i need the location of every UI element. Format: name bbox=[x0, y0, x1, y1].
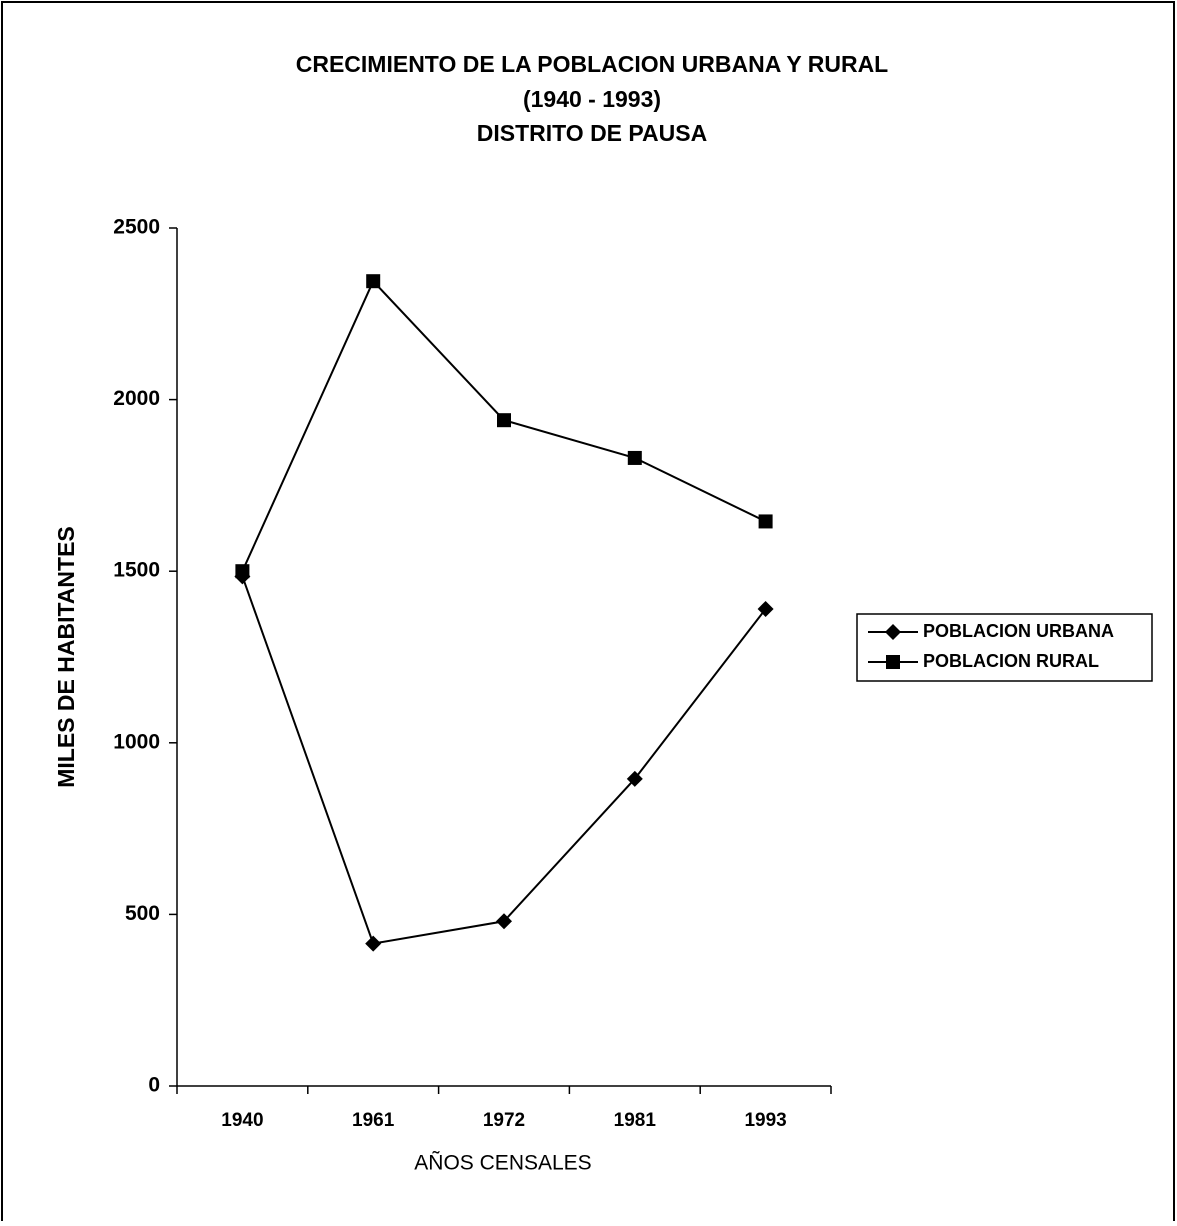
x-tick-label: 1972 bbox=[483, 1110, 525, 1131]
x-tick-label: 1981 bbox=[614, 1110, 657, 1131]
marker bbox=[757, 600, 774, 617]
marker bbox=[758, 514, 773, 529]
x-axis-label: AÑOS CENSALES bbox=[414, 1151, 591, 1175]
series-line bbox=[241, 576, 767, 945]
chart-subtitle: (1940 - 1993) bbox=[523, 86, 661, 112]
y-tick-label: 1500 bbox=[113, 559, 160, 582]
marker bbox=[365, 935, 382, 952]
y-tick-label: 1000 bbox=[113, 730, 160, 753]
y-tick-label: 500 bbox=[125, 902, 160, 925]
legend-marker bbox=[885, 624, 901, 640]
x-tick-label: 1961 bbox=[352, 1110, 395, 1131]
x-tick-label: 1993 bbox=[744, 1110, 786, 1131]
marker bbox=[366, 274, 381, 289]
y-axis-label: MILES DE HABITANTES bbox=[53, 526, 79, 788]
legend-marker bbox=[886, 655, 900, 669]
chart-title: CRECIMIENTO DE LA POBLACION URBANA Y RUR… bbox=[296, 51, 889, 77]
chart-subtitle: DISTRITO DE PAUSA bbox=[477, 120, 707, 146]
x-tick-label: 1940 bbox=[221, 1110, 263, 1131]
y-tick-label: 2500 bbox=[113, 216, 160, 239]
legend-label: POBLACION URBANA bbox=[923, 621, 1114, 641]
marker bbox=[627, 450, 642, 465]
legend bbox=[856, 613, 1153, 682]
marker bbox=[496, 913, 512, 930]
marker bbox=[235, 564, 250, 579]
marker bbox=[626, 770, 643, 787]
marker bbox=[497, 413, 511, 428]
y-tick-label: 0 bbox=[148, 1074, 160, 1097]
y-tick-label: 2000 bbox=[113, 387, 160, 410]
legend-label: POBLACION RURAL bbox=[923, 651, 1099, 671]
